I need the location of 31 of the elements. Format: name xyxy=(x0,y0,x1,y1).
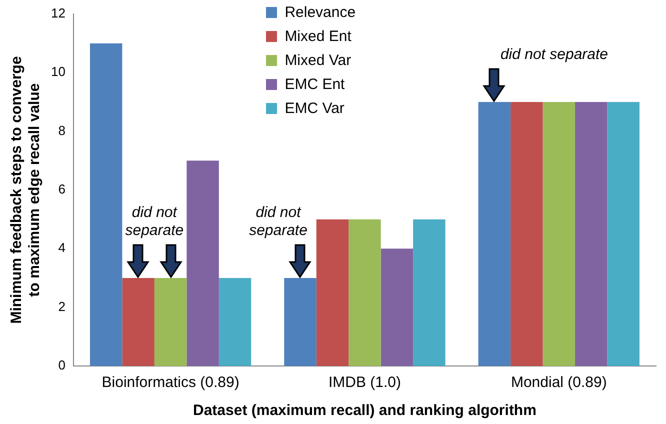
bar xyxy=(510,102,543,366)
y-tick-label: 2 xyxy=(58,298,66,314)
y-tick-label: 4 xyxy=(58,240,66,256)
x-axis-title: Dataset (maximum recall) and ranking algorithm xyxy=(193,402,536,420)
legend-label: Mixed Ent xyxy=(284,28,352,44)
x-tick-label: IMDB (1.0) xyxy=(328,374,401,392)
x-tick-label: Bioinformatics (0.89) xyxy=(102,374,240,392)
legend-label: EMC Ent xyxy=(284,76,345,92)
bar xyxy=(186,160,219,366)
bar xyxy=(542,102,576,366)
bar xyxy=(575,102,608,366)
annotation: did not separate xyxy=(124,204,185,240)
y-tick-label: 6 xyxy=(58,182,66,197)
y-tick-label: 0 xyxy=(58,358,66,373)
y-tick-label: 8 xyxy=(58,122,66,138)
bar xyxy=(90,43,122,366)
y-axis-title: Minimum feedback steps to converge to maximum edge recall value xyxy=(8,56,44,324)
bar xyxy=(413,219,446,366)
bar xyxy=(218,278,252,366)
legend-label: Relevance xyxy=(284,4,356,20)
y-tick-label: 10 xyxy=(50,64,66,80)
x-tick-label: Mondial (0.89) xyxy=(510,374,607,392)
legend-label: EMC Var xyxy=(284,100,344,116)
bar xyxy=(607,102,640,366)
bar xyxy=(380,248,414,366)
annotation: did not separate xyxy=(500,46,608,64)
bar xyxy=(348,219,381,366)
y-tick-label: 12 xyxy=(50,6,66,21)
annotation: did not separate xyxy=(248,204,308,240)
bar xyxy=(316,219,349,366)
legend-label: Mixed Var xyxy=(284,52,352,68)
